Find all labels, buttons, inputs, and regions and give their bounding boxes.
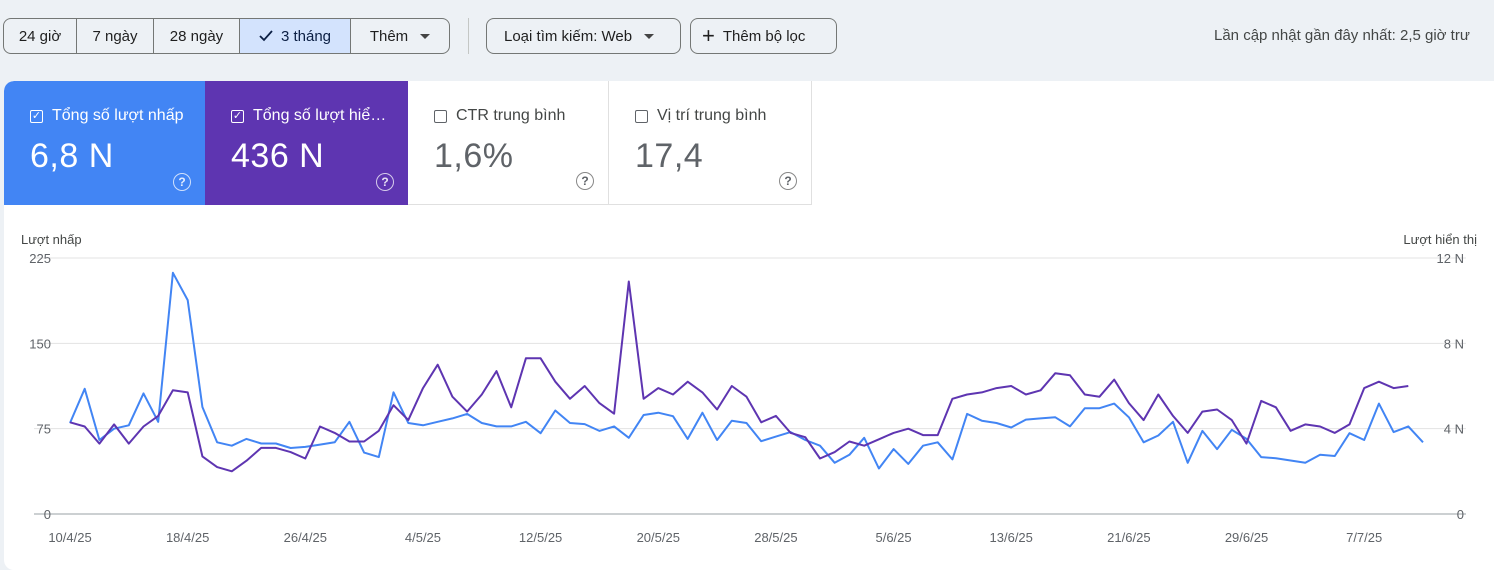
- range-label: Thêm: [369, 27, 409, 45]
- plus-icon: +: [702, 23, 715, 48]
- range-label: 7 ngày: [92, 27, 138, 45]
- toolbar: 24 giờ 7 ngày 28 ngày 3 tháng Thêm Loại …: [0, 0, 1494, 72]
- x-tick-label: 10/4/25: [48, 530, 91, 545]
- right-axis-title: Lượt hiển thị: [1403, 232, 1477, 247]
- help-icon[interactable]: ?: [173, 173, 191, 191]
- metric-total-clicks[interactable]: ✓ Tổng số lượt nhấp 6,8 N ?: [4, 81, 205, 205]
- right-tick-label: 8 N: [1444, 336, 1464, 351]
- help-icon[interactable]: ?: [576, 172, 594, 190]
- left-tick-label: 150: [29, 336, 51, 351]
- x-tick-label: 7/7/25: [1346, 530, 1382, 545]
- performance-chart: 0 0 75 4 N 150 8 N 225 12 N 10/4/25 18/4/25 26/4/2…: [29, 251, 1466, 545]
- range-28d-button[interactable]: 28 ngày: [154, 19, 240, 53]
- search-type-dropdown[interactable]: Loại tìm kiếm: Web: [486, 18, 681, 54]
- checkbox-checked-icon[interactable]: ✓: [231, 109, 244, 123]
- check-icon: [259, 30, 273, 42]
- range-label: 3 tháng: [280, 27, 332, 45]
- range-3m-button[interactable]: 3 tháng: [240, 19, 351, 53]
- metric-value: 1,6%: [434, 137, 514, 175]
- metric-average-position[interactable]: Vị trí trung bình 17,4 ?: [609, 81, 812, 205]
- date-range-selector: 24 giờ 7 ngày 28 ngày 3 tháng Thêm: [3, 18, 450, 54]
- checkbox-checked-icon[interactable]: ✓: [30, 109, 43, 123]
- x-tick-label: 26/4/25: [284, 530, 327, 545]
- right-tick-label: 12 N: [1437, 251, 1464, 266]
- impressions-series-line: [69, 280, 1409, 473]
- metric-label: Tổng số lượt nhấp: [52, 107, 184, 124]
- help-icon[interactable]: ?: [376, 173, 394, 191]
- right-tick-label: 4 N: [1444, 422, 1464, 437]
- x-tick-label: 12/5/25: [519, 530, 562, 545]
- metric-total-impressions[interactable]: ✓ Tổng số lượt hiể… 436 N ?: [205, 81, 408, 205]
- checkbox-unchecked-icon[interactable]: [434, 109, 447, 123]
- x-tick-label: 5/6/25: [875, 530, 911, 545]
- x-tick-label: 13/6/25: [990, 530, 1033, 545]
- x-tick-label: 29/6/25: [1225, 530, 1268, 545]
- metric-label: Tổng số lượt hiể…: [253, 107, 387, 124]
- metric-value: 436 N: [231, 137, 325, 175]
- caret-down-icon: [644, 33, 655, 39]
- left-axis-title: Lượt nhấp: [21, 232, 82, 247]
- range-more-dropdown[interactable]: Thêm: [351, 19, 449, 53]
- metric-average-ctr[interactable]: CTR trung bình 1,6% ?: [408, 81, 609, 205]
- x-tick-label: 4/5/25: [405, 530, 441, 545]
- add-filter-button[interactable]: + Thêm bộ lọc: [690, 18, 837, 54]
- metric-label: Vị trí trung bình: [657, 107, 767, 124]
- left-tick-label: 0: [44, 507, 51, 522]
- add-filter-label: Thêm bộ lọc: [722, 27, 806, 45]
- caret-down-icon: [420, 33, 431, 39]
- toolbar-divider: [468, 18, 469, 54]
- x-tick-label: 21/6/25: [1107, 530, 1150, 545]
- x-tick-label: 20/5/25: [637, 530, 680, 545]
- range-7d-button[interactable]: 7 ngày: [77, 19, 154, 53]
- range-label: 28 ngày: [169, 27, 224, 45]
- metric-label: CTR trung bình: [456, 107, 566, 124]
- range-label: 24 giờ: [18, 27, 62, 45]
- metric-value: 17,4: [635, 137, 704, 175]
- checkbox-unchecked-icon[interactable]: [635, 109, 648, 123]
- search-type-label: Loại tìm kiếm: Web: [504, 27, 633, 45]
- metric-value: 6,8 N: [30, 137, 114, 175]
- x-tick-label: 18/4/25: [166, 530, 209, 545]
- clicks-series-line: [69, 271, 1424, 470]
- range-24h-button[interactable]: 24 giờ: [4, 19, 77, 53]
- right-tick-label: 0: [1457, 507, 1464, 522]
- left-tick-label: 225: [29, 251, 51, 266]
- performance-card: ✓ Tổng số lượt nhấp 6,8 N ? ✓ Tổng số lượt…: [4, 81, 1494, 570]
- left-tick-label: 75: [37, 422, 51, 437]
- help-icon[interactable]: ?: [779, 172, 797, 190]
- last-updated-text: Lần cập nhật gần đây nhất: 2,5 giờ trư: [1214, 27, 1470, 44]
- x-tick-label: 28/5/25: [754, 530, 797, 545]
